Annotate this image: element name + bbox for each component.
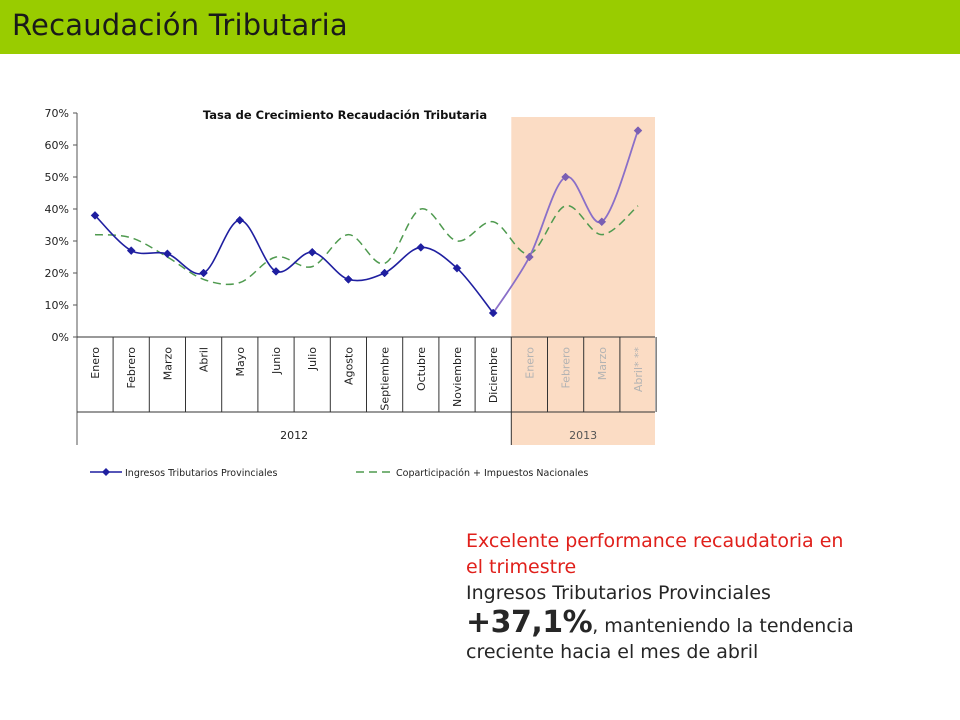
caption-line-4-rest: , manteniendo la tendencia: [592, 615, 854, 637]
y-tick-label: 10%: [45, 299, 69, 312]
x-category-label: Febrero: [125, 347, 138, 389]
series-marker: [344, 275, 353, 284]
series-marker: [380, 268, 389, 278]
x-category-label: Enero: [523, 347, 536, 379]
series-marker: [307, 247, 317, 257]
series-marker: [163, 249, 172, 259]
caption-highlight-line-2: el trimestre: [466, 556, 577, 578]
series-line-ingresos-2012: [94, 214, 494, 314]
series-marker: [271, 267, 281, 276]
x-category-label: Julio: [306, 347, 319, 371]
highlight-band-2013: [511, 117, 655, 445]
y-tick-label: 20%: [45, 267, 69, 280]
x-category-label: Febrero: [560, 347, 573, 389]
x-category-label: Abril* **: [632, 347, 645, 393]
group-label: 2012: [280, 429, 308, 442]
group-label: 2013: [569, 429, 597, 442]
series-marker: [235, 215, 245, 225]
caption-block: Excelente performance recaudatoria en el…: [466, 528, 946, 665]
series-marker: [416, 243, 426, 252]
x-category-label: Agosto: [342, 347, 355, 385]
caption-line-3: Ingresos Tributarios Provinciales: [466, 582, 771, 604]
legend-label-ingresos: Ingresos Tributarios Provinciales: [125, 468, 278, 479]
y-tick-label: 50%: [45, 171, 69, 184]
caption-highlight-line-1: Excelente performance recaudatoria en: [466, 530, 844, 552]
series-marker: [452, 263, 462, 273]
series-marker: [561, 172, 570, 182]
legend-marker-ingresos: [102, 468, 110, 476]
series-marker: [633, 126, 643, 135]
y-tick-label: 60%: [45, 139, 69, 152]
series-marker: [90, 211, 100, 220]
x-category-label: Enero: [89, 347, 102, 379]
y-tick-label: 70%: [45, 107, 69, 120]
series-line-coparticipacion: [94, 205, 639, 286]
x-category-label: Marzo: [596, 347, 609, 381]
x-category-label: Abril: [198, 347, 211, 372]
y-tick-label: 30%: [45, 235, 69, 248]
x-category-label: Noviembre: [451, 347, 464, 407]
caption-big-value: +37,1%: [466, 605, 593, 640]
series-marker: [199, 268, 208, 278]
legend-label-coparticipacion: Coparticipación + Impuestos Nacionales: [396, 468, 588, 479]
chart-title: Tasa de Crecimiento Recaudación Tributar…: [203, 108, 487, 122]
series-marker: [488, 308, 498, 318]
series-marker: [525, 252, 534, 262]
page-title: Recaudación Tributaria: [12, 8, 348, 42]
y-tick-label: 0%: [52, 331, 69, 344]
x-category-label: Mayo: [234, 347, 247, 377]
series-marker: [597, 217, 607, 227]
x-category-label: Octubre: [415, 347, 428, 391]
caption-line-4: +37,1%, manteniendo la tendencia: [466, 608, 946, 639]
x-category-label: Junio: [270, 347, 283, 375]
caption-line-5: creciente hacia el mes de abril: [466, 641, 759, 663]
x-category-label: Septiembre: [379, 347, 392, 411]
series-marker: [126, 246, 136, 255]
y-tick-label: 40%: [45, 203, 69, 216]
x-category-label: Diciembre: [487, 347, 500, 403]
x-category-label: Marzo: [161, 347, 174, 381]
title-bar: Recaudación Tributaria: [0, 0, 960, 54]
